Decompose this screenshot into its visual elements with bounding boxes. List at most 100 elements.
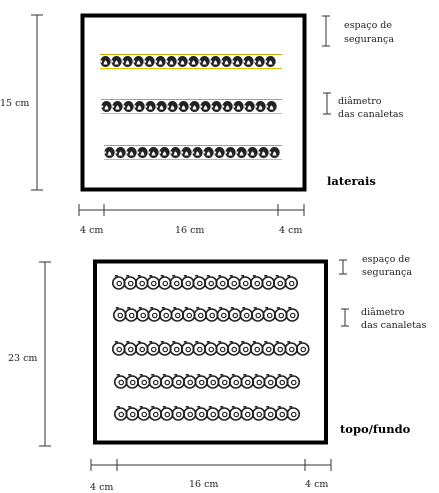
channel-link xyxy=(113,374,128,389)
channel-link xyxy=(203,341,218,356)
channel-link xyxy=(147,307,162,322)
channel-link xyxy=(111,56,122,67)
channel-link xyxy=(188,56,199,67)
top-height-label: 15 cm xyxy=(0,98,29,109)
channel-link xyxy=(222,101,233,112)
top-diameter-label-line1: diâmetro xyxy=(338,96,382,107)
channel-link xyxy=(156,101,167,112)
channel-link xyxy=(146,275,161,290)
channel-link xyxy=(112,307,127,322)
channel-link xyxy=(135,307,150,322)
channel-link xyxy=(249,341,264,356)
channel-link xyxy=(157,275,172,290)
channel-link xyxy=(262,307,277,322)
channel-link xyxy=(113,406,128,421)
channel-link xyxy=(203,275,218,290)
bottom-frame xyxy=(93,259,328,445)
channel-link xyxy=(123,275,138,290)
channel-link xyxy=(265,56,276,67)
top-channel-3 xyxy=(104,145,282,160)
top-channel-2 xyxy=(101,99,282,114)
channel-link xyxy=(112,101,123,112)
channel-link xyxy=(133,56,144,67)
channel-link xyxy=(258,147,269,158)
channel-link xyxy=(251,374,266,389)
channel-link xyxy=(225,147,236,158)
channel-link xyxy=(228,406,243,421)
bottom-diameter-marker xyxy=(341,308,349,327)
channel-link xyxy=(194,374,209,389)
channel-link xyxy=(215,275,230,290)
channel-link xyxy=(101,101,112,112)
top-safety-label-line1: espaço de xyxy=(344,20,392,31)
channel-link xyxy=(240,406,255,421)
channel-link xyxy=(239,307,254,322)
channel-link xyxy=(284,341,299,356)
channel-link xyxy=(125,374,140,389)
channel-link xyxy=(221,56,232,67)
channel-link xyxy=(148,374,163,389)
bottom-panel: 23 cm espaço de segurança diâmetro das c… xyxy=(8,254,427,493)
channel-link xyxy=(158,307,173,322)
channel-link xyxy=(273,307,288,322)
channel-link xyxy=(159,147,170,158)
top-width-left-label: 4 cm xyxy=(80,225,103,236)
channel-link xyxy=(169,275,184,290)
channel-link xyxy=(134,275,149,290)
top-width-dimension xyxy=(78,204,305,216)
top-width-right-label: 4 cm xyxy=(279,225,302,236)
bottom-channel-4 xyxy=(113,374,301,389)
channel-link xyxy=(148,147,159,158)
top-diameter-marker xyxy=(323,92,331,115)
top-frame xyxy=(80,13,307,192)
channel-link xyxy=(145,101,156,112)
bottom-width-left-label: 4 cm xyxy=(90,482,113,493)
bottom-width-dimension xyxy=(90,459,332,471)
bottom-channel-5 xyxy=(113,406,301,421)
channel-link xyxy=(166,56,177,67)
top-diameter-label-line2: das canaletas xyxy=(338,109,404,120)
channel-link xyxy=(180,275,195,290)
channel-link xyxy=(137,147,148,158)
channel-link xyxy=(189,101,200,112)
channel-link xyxy=(216,307,231,322)
channel-link xyxy=(170,307,185,322)
channel-link xyxy=(181,147,192,158)
channel-link xyxy=(199,56,210,67)
channel-link xyxy=(111,275,126,290)
channel-link xyxy=(182,406,197,421)
channel-link xyxy=(285,307,300,322)
channel-link xyxy=(217,406,232,421)
channel-link xyxy=(148,406,163,421)
bottom-safety-label-line1: espaço de xyxy=(362,254,410,265)
channel-link xyxy=(240,374,255,389)
channel-link xyxy=(192,341,207,356)
channel-link xyxy=(274,406,289,421)
bottom-channel-3 xyxy=(111,341,310,356)
channel-link xyxy=(238,341,253,356)
top-safety-label-line2: segurança xyxy=(344,34,394,45)
channel-link xyxy=(210,56,221,67)
channel-link xyxy=(200,101,211,112)
channel-link xyxy=(178,101,189,112)
channel-link xyxy=(232,56,243,67)
channel-link xyxy=(226,341,241,356)
bottom-safety-label-line2: segurança xyxy=(362,267,412,278)
bottom-safety-marker xyxy=(339,259,347,275)
channel-link xyxy=(155,56,166,67)
channel-link xyxy=(243,56,254,67)
channel-link xyxy=(261,275,276,290)
bottom-diameter-label-line1: diâmetro xyxy=(361,307,405,318)
channel-link xyxy=(244,101,255,112)
channel-link xyxy=(254,56,265,67)
top-height-dimension xyxy=(31,14,43,191)
channel-link xyxy=(227,307,242,322)
channel-link xyxy=(228,374,243,389)
channel-link xyxy=(192,147,203,158)
top-channel-1 xyxy=(100,54,282,69)
bottom-height-label: 23 cm xyxy=(8,353,37,364)
channel-link xyxy=(169,341,184,356)
channel-link xyxy=(236,147,247,158)
channel-link xyxy=(136,406,151,421)
